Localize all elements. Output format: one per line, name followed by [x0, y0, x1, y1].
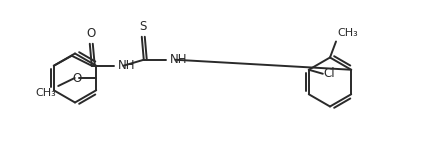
Text: O: O [87, 27, 96, 40]
Text: NH: NH [170, 53, 188, 66]
Text: Cl: Cl [324, 67, 336, 80]
Text: CH₃: CH₃ [36, 88, 56, 98]
Text: O: O [73, 72, 82, 84]
Text: CH₃: CH₃ [337, 28, 358, 39]
Text: S: S [139, 20, 147, 33]
Text: NH: NH [118, 59, 136, 72]
